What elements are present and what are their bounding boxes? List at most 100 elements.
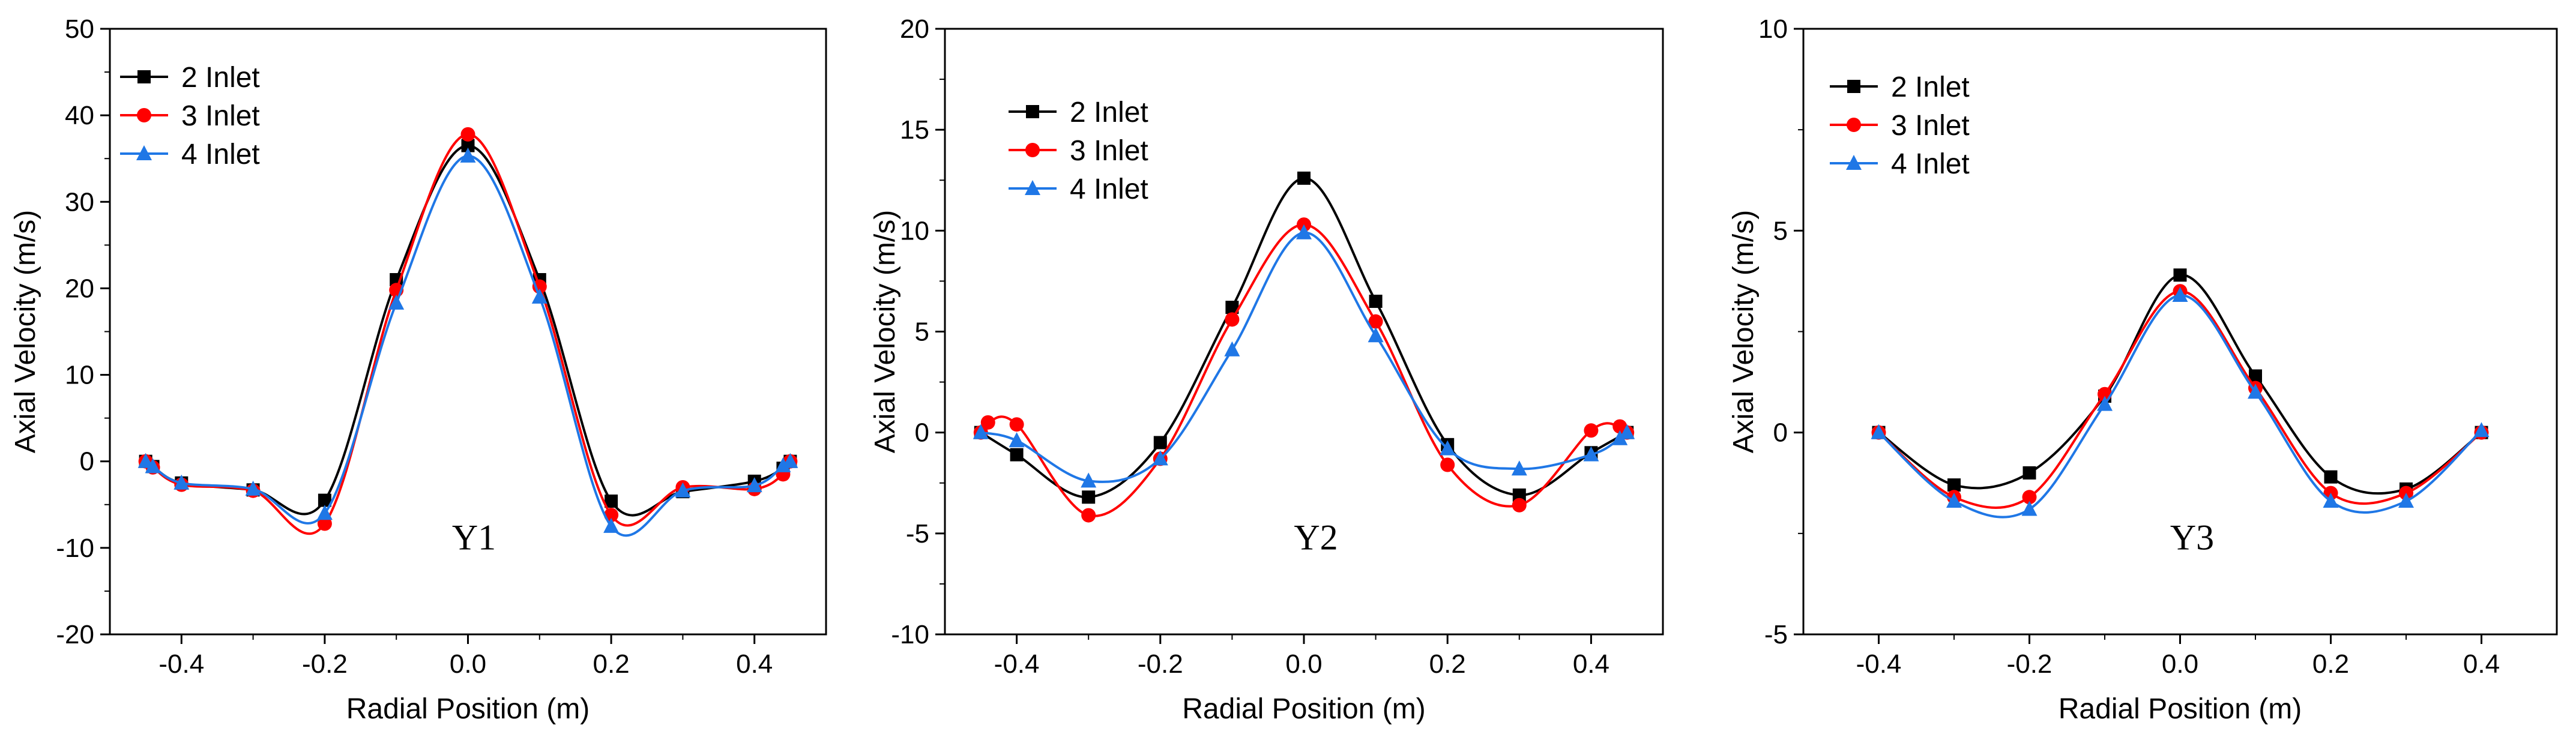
series-line <box>145 154 791 537</box>
data-point <box>1296 224 1312 239</box>
data-point <box>1297 171 1311 185</box>
x-tick-label: 0.2 <box>2312 649 2349 679</box>
data-point <box>317 516 332 531</box>
data-point <box>388 294 405 310</box>
legend-label: 2 Inlet <box>1070 97 1148 128</box>
data-point <box>318 493 331 507</box>
panel-label: Y2 <box>1294 518 1338 558</box>
legend-label: 3 Inlet <box>1070 135 1148 167</box>
data-point <box>2248 384 2263 399</box>
y-tick-label: -5 <box>906 519 929 549</box>
legend-marker <box>137 70 151 83</box>
x-tick-label: -0.4 <box>158 649 204 679</box>
x-axis-label: Radial Position (m) <box>2059 693 2302 725</box>
x-tick-label: 0.0 <box>2162 649 2198 679</box>
panel-label: Y3 <box>2170 518 2214 558</box>
chart-y1-svg: -0.4 -0.2 0.0 0.2 0.4 -20 -10 0 10 20 30 40 50 Radial… <box>10 14 827 725</box>
series-3-inlet <box>138 127 798 535</box>
chart-panel-y3: -0.4 -0.2 0.0 0.2 0.4 -5 0 5 10 Radial Position (… <box>1717 0 2576 749</box>
x-tick-label: 0.0 <box>450 649 486 679</box>
data-point <box>2172 286 2188 302</box>
y-tick-label: 30 <box>65 187 94 217</box>
series-4-inlet <box>137 147 798 537</box>
data-point <box>1224 341 1240 356</box>
data-point <box>1010 448 1024 462</box>
data-point <box>1153 436 1167 450</box>
legend-marker <box>137 108 151 122</box>
legend-marker <box>1847 118 1861 132</box>
series-line <box>145 133 792 535</box>
data-point <box>1512 488 1526 502</box>
legend-label: 2 Inlet <box>181 62 260 94</box>
legend: 2 Inlet 3 Inlet 4 Inlet <box>120 62 260 170</box>
x-tick-label: 0.4 <box>2463 649 2500 679</box>
y-tick-label: 10 <box>1758 14 1788 44</box>
legend-marker <box>136 145 152 160</box>
data-point <box>1512 498 1527 513</box>
data-point <box>137 453 154 468</box>
data-point <box>1440 457 1455 472</box>
data-point <box>531 288 547 304</box>
data-point <box>675 482 691 498</box>
series-line <box>979 223 1628 517</box>
y-tick-label: 20 <box>65 274 94 303</box>
data-point <box>1009 432 1025 448</box>
y-tick-label: -20 <box>56 620 94 649</box>
y-tick-label: 15 <box>900 115 929 145</box>
x-tick-label: -0.2 <box>1138 649 1183 679</box>
x-axis-label: Radial Position (m) <box>346 693 590 725</box>
data-point <box>461 139 475 152</box>
x-axis-label: Radial Position (m) <box>1182 693 1425 725</box>
chart-y2-svg: -0.4 -0.2 0.0 0.2 0.4 -10 -5 0 5 10 15 20 Radial Pos… <box>869 14 1664 725</box>
data-point <box>173 474 190 490</box>
data-point <box>2249 369 2262 383</box>
x-tick-label: 0.4 <box>736 649 773 679</box>
data-point <box>2473 422 2490 438</box>
legend: 2 Inlet 3 Inlet 4 Inlet <box>1009 97 1148 205</box>
data-point <box>1511 460 1527 476</box>
y-tick-label: 5 <box>915 317 929 347</box>
y-tick-label: 20 <box>900 14 929 44</box>
data-point <box>980 415 995 430</box>
data-point <box>1082 490 1096 504</box>
x-tick-label: 0.4 <box>1573 649 1609 679</box>
series-4-inlet <box>973 224 1635 488</box>
data-point <box>1583 446 1599 462</box>
series-2-inlet <box>139 139 797 517</box>
legend-marker <box>1026 105 1039 118</box>
data-point <box>2324 470 2338 484</box>
x-tick-label: -0.4 <box>1856 649 1902 679</box>
x-tick-label: -0.4 <box>994 649 1040 679</box>
y-tick-label: 50 <box>65 14 94 44</box>
series-line <box>1878 293 2482 519</box>
legend-marker <box>1846 155 1862 170</box>
legend: 2 Inlet 3 Inlet 4 Inlet <box>1830 71 1970 180</box>
x-tick-label: 0.0 <box>1285 649 1322 679</box>
chart-y3-svg: -0.4 -0.2 0.0 0.2 0.4 -5 0 5 10 Radial Position (… <box>1728 14 2558 725</box>
y-axis-label: Axial Velocity (m/s) <box>10 210 41 453</box>
data-point <box>603 517 620 533</box>
data-point <box>145 458 161 474</box>
data-point <box>1440 440 1456 456</box>
data-point <box>460 147 476 163</box>
chart-panel-y2: -0.4 -0.2 0.0 0.2 0.4 -10 -5 0 5 10 15 20 Radial Pos… <box>858 0 1717 749</box>
data-point <box>1152 450 1168 466</box>
data-point <box>1081 472 1097 488</box>
y-tick-label: 40 <box>65 101 94 130</box>
data-point <box>2323 493 2339 508</box>
legend-label: 2 Inlet <box>1891 71 1970 103</box>
y-tick-label: 5 <box>1773 216 1788 245</box>
data-point <box>605 495 618 508</box>
data-point <box>1009 417 1024 432</box>
data-point <box>245 480 261 496</box>
data-point <box>1584 423 1599 438</box>
data-point <box>1369 295 1383 308</box>
data-point <box>775 457 791 472</box>
data-point <box>460 127 475 142</box>
chart-panel-y1: -0.4 -0.2 0.0 0.2 0.4 -20 -10 0 10 20 30 40 50 Radial… <box>0 0 858 749</box>
data-point <box>2398 493 2414 508</box>
x-tick-label: 0.2 <box>593 649 630 679</box>
data-point <box>1081 508 1096 523</box>
series-3-inlet <box>1871 284 2489 509</box>
